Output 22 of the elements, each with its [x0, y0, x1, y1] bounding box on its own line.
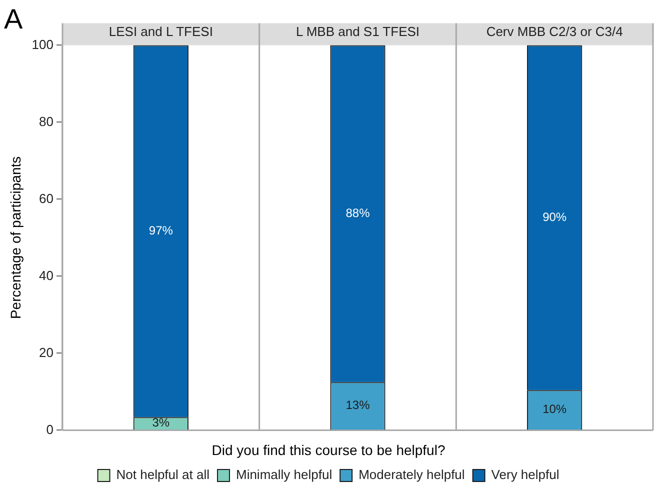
y-tick-label: 40: [39, 268, 54, 283]
x-tick-label: L MBB and S1 TFESI: [296, 24, 420, 39]
data-label: 3%: [152, 416, 170, 430]
data-label: 10%: [542, 402, 567, 416]
data-label: 13%: [346, 398, 370, 412]
y-axis-title: Percentage of participants: [7, 156, 24, 320]
legend-label: Not helpful at all: [116, 467, 210, 482]
chart-title: A: [4, 4, 23, 35]
y-tick-label: 20: [39, 344, 54, 360]
data-label: 90%: [542, 210, 567, 224]
data-label: 97%: [148, 223, 174, 238]
data-label: 88%: [346, 206, 370, 220]
x-tick-label: LESI and L TFESI: [108, 24, 213, 39]
y-tick-label: 100: [32, 36, 54, 52]
legend-label: Minimally helpful: [236, 467, 332, 482]
legend-title: Did you find this course to be helpful?: [212, 442, 446, 458]
legend-label: Moderately helpful: [358, 467, 465, 482]
legend-label: Very helpful: [491, 467, 560, 482]
y-tick-label: 60: [39, 190, 54, 206]
y-tick-label: 80: [39, 114, 54, 129]
x-tick-label: Cerv MBB C2/3 or C3/4: [486, 24, 623, 39]
y-tick-label: 0: [46, 422, 54, 437]
